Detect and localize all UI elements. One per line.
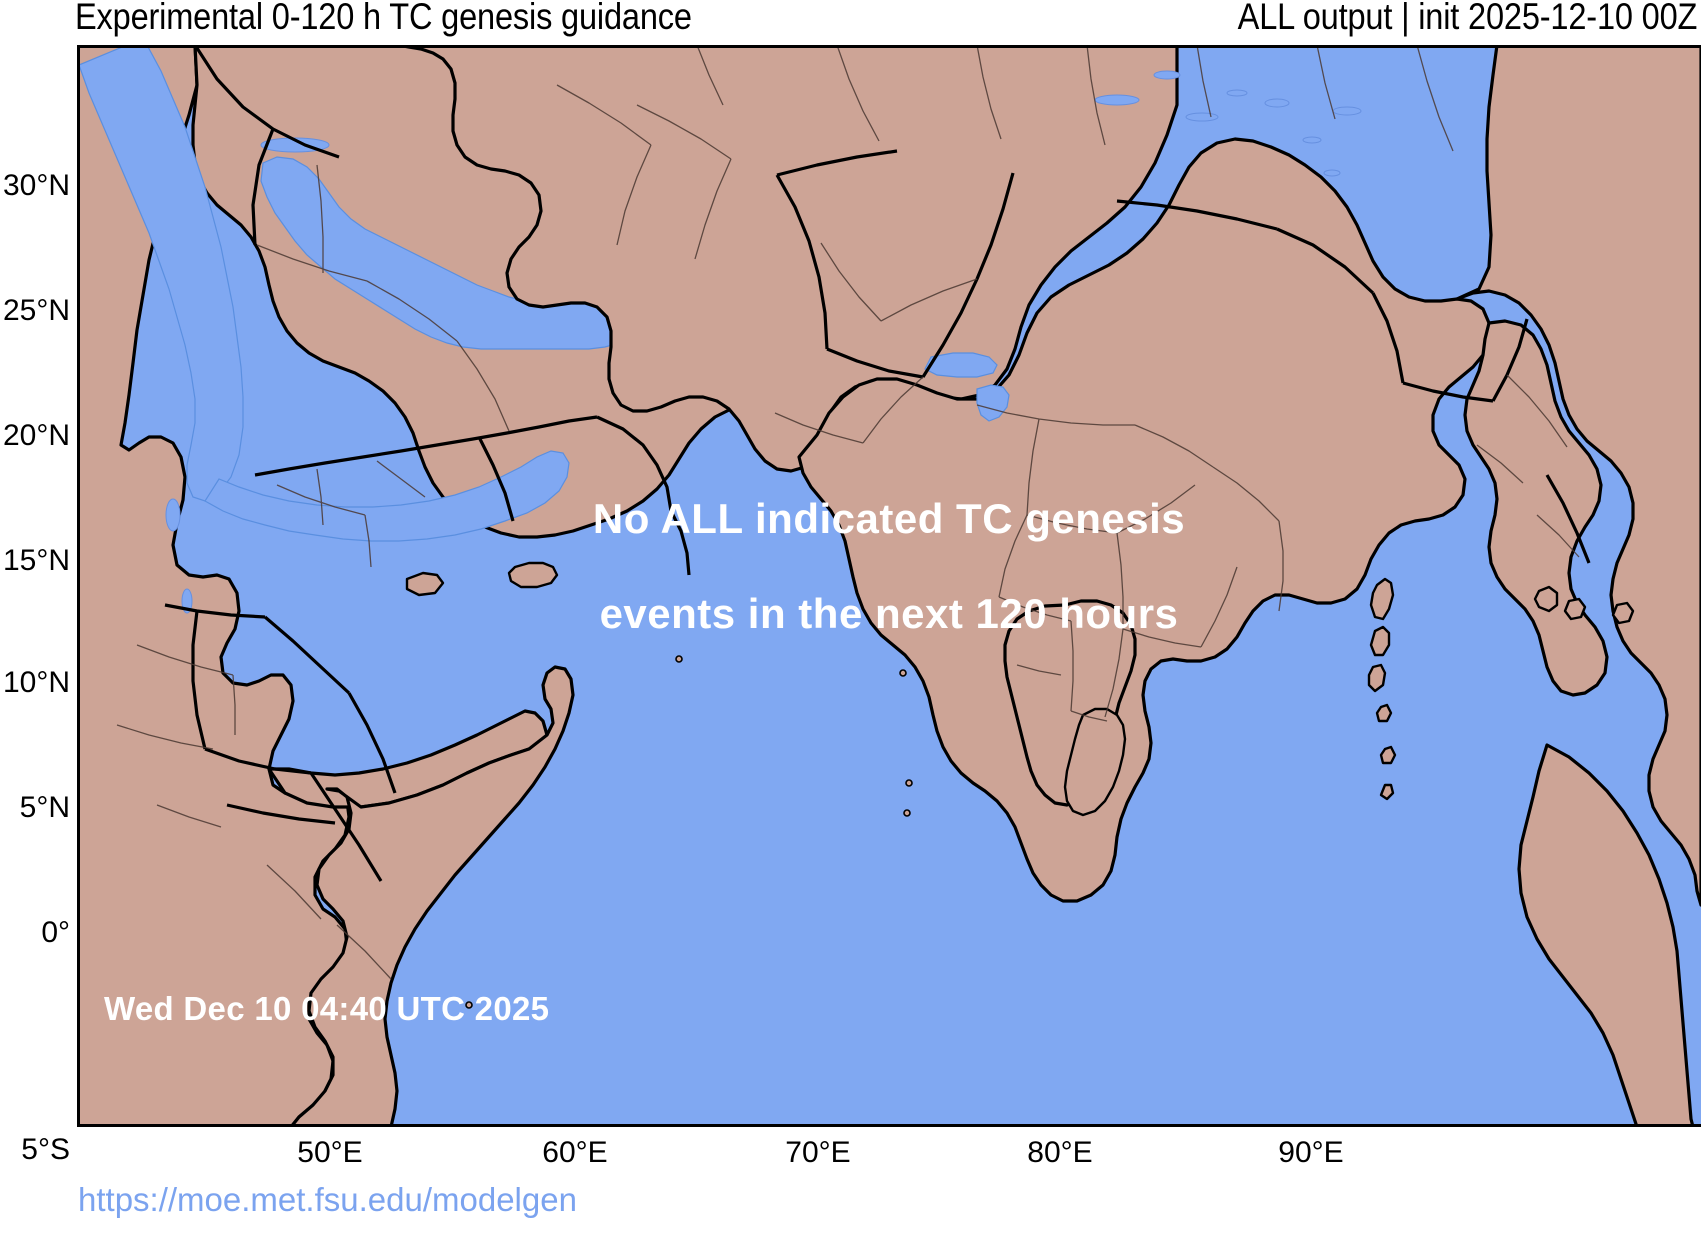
lon-tick-70E: 70°E bbox=[785, 1136, 851, 1169]
lon-tick-90E: 90°E bbox=[1278, 1136, 1344, 1169]
lat-tick-10N: 10°N bbox=[2, 666, 70, 699]
island-sri-lanka bbox=[1063, 707, 1127, 817]
gulf-of-kachchh bbox=[924, 352, 998, 378]
island-socotra bbox=[507, 561, 559, 589]
landmass-southeast-asia bbox=[1455, 48, 1701, 907]
coastal-islets bbox=[1533, 585, 1635, 625]
red-sea bbox=[80, 48, 244, 502]
lon-tick-60E: 60°E bbox=[542, 1136, 608, 1169]
lat-tick-5N: 5°N bbox=[19, 791, 70, 824]
header-bar: Experimental 0-120 h TC genesis guidance… bbox=[0, 0, 1701, 45]
island-laccadive bbox=[405, 571, 445, 597]
page-title: Experimental 0-120 h TC genesis guidance bbox=[75, 0, 692, 37]
nicobar-islands bbox=[1379, 745, 1397, 801]
header-init-info: ALL output | init 2025-12-10 00Z bbox=[1237, 0, 1697, 37]
lat-tick-15N: 15°N bbox=[2, 544, 70, 577]
maldives-lakshadweep-dots bbox=[465, 655, 913, 1009]
lon-tick-50E: 50°E bbox=[297, 1136, 363, 1169]
admin-boundaries bbox=[116, 48, 1580, 980]
andaman-islands bbox=[1367, 577, 1395, 723]
island-sumatra bbox=[1517, 743, 1694, 1124]
gulf-of-aden bbox=[204, 450, 570, 542]
lat-tick-5S: 5°S bbox=[21, 1133, 70, 1166]
national-boundaries bbox=[164, 48, 1591, 882]
lat-tick-0: 0° bbox=[41, 916, 70, 949]
lat-tick-20N: 20°N bbox=[2, 419, 70, 452]
lat-tick-25N: 25°N bbox=[2, 294, 70, 327]
source-url-link[interactable]: https://moe.met.fsu.edu/modelgen bbox=[78, 1181, 577, 1218]
lat-tick-30N: 30°N bbox=[2, 169, 70, 202]
lon-tick-80E: 80°E bbox=[1027, 1136, 1093, 1169]
rift-lakes bbox=[165, 498, 193, 614]
map-geography: .land { fill: #cda496; stroke: #000000; … bbox=[80, 48, 1701, 1124]
map-canvas[interactable]: .land { fill: #cda496; stroke: #000000; … bbox=[77, 45, 1701, 1127]
landmass-somalia-horn bbox=[291, 665, 575, 1124]
